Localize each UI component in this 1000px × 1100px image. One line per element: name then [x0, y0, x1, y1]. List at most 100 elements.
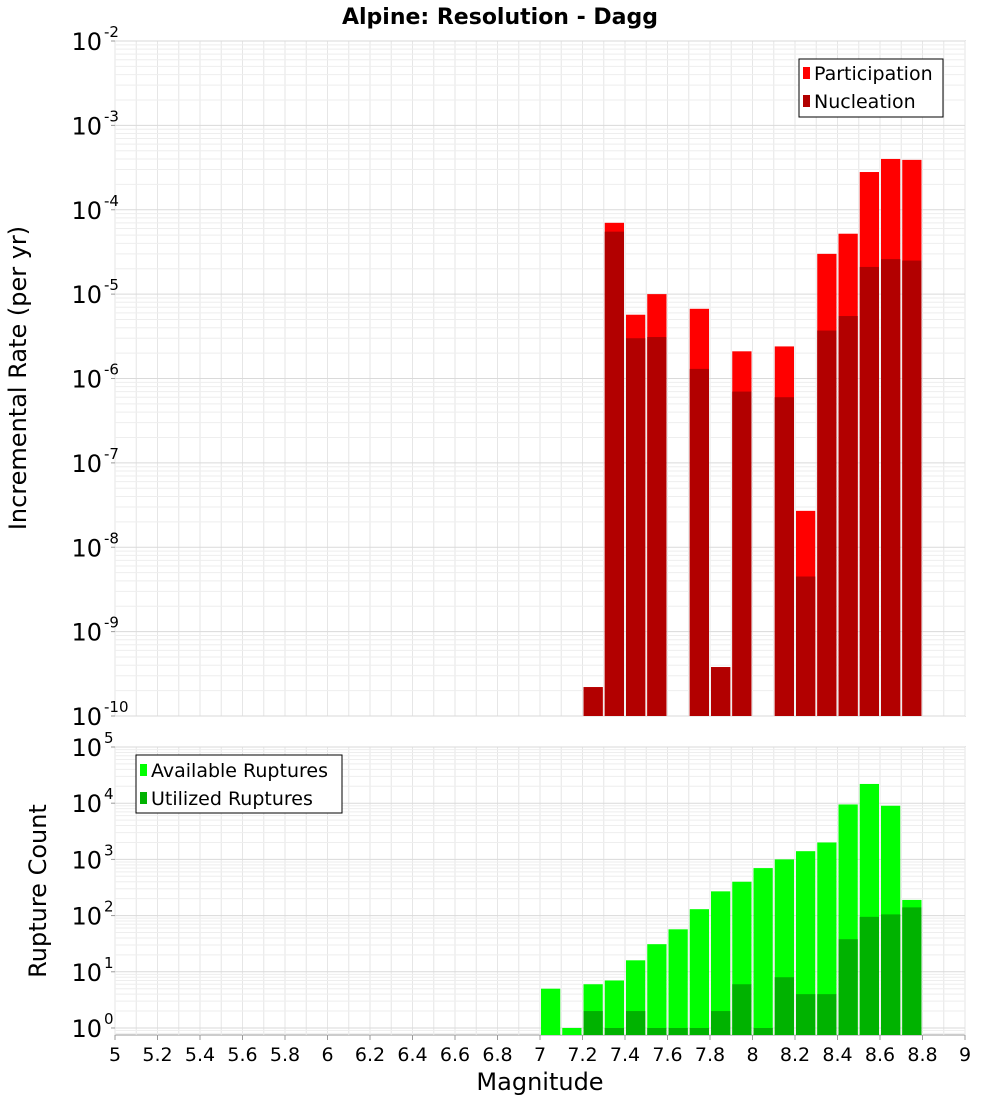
- rate-bar-nucleation: [626, 338, 646, 716]
- x-tick-label: 8.2: [780, 1044, 810, 1066]
- x-tick-label: 5.2: [142, 1044, 172, 1066]
- x-tick-label: 5.6: [227, 1044, 257, 1066]
- count-bar-utilized-ruptures: [689, 1027, 709, 1035]
- rate-bar-nucleation: [796, 576, 816, 716]
- count-y-tick-exponent: 5: [104, 729, 114, 747]
- count-bar-utilized-ruptures: [626, 1011, 646, 1035]
- x-tick-label: 8: [746, 1044, 758, 1066]
- legend-utilized-label: Utilized Ruptures: [151, 788, 313, 810]
- rate-y-tick-base: 10: [71, 534, 102, 562]
- legend-nucleation-swatch: [803, 95, 810, 107]
- count-y-tick-base: 10: [71, 734, 102, 762]
- rate-y-tick-base: 10: [71, 281, 102, 309]
- x-tick-label: 7.6: [652, 1044, 682, 1066]
- rate-y-tick-exponent: -5: [104, 276, 119, 294]
- rate-bar-nucleation: [774, 397, 794, 716]
- count-y-tick-exponent: 3: [104, 841, 114, 859]
- rate-grid: [114, 40, 966, 717]
- rate-y-tick-base: 10: [71, 619, 102, 647]
- count-bar-utilized-ruptures: [604, 1027, 624, 1035]
- count-bar-utilized-ruptures: [732, 984, 752, 1035]
- rate-y-axis-label: Incremental Rate (per yr): [4, 226, 32, 530]
- count-bar-utilized-ruptures: [859, 916, 879, 1035]
- count-bar-utilized-ruptures: [583, 1011, 603, 1035]
- count-y-tick-base: 10: [71, 790, 102, 818]
- count-bar-utilized-ruptures: [753, 1027, 773, 1035]
- rate-y-tick-exponent: -2: [104, 23, 119, 41]
- count-y-tick-exponent: 0: [104, 1010, 114, 1028]
- rate-bar-nucleation: [689, 368, 709, 716]
- rate-bars: [583, 158, 922, 717]
- x-tick-label: 9: [959, 1044, 971, 1066]
- rate-bar-nucleation: [647, 337, 667, 716]
- x-tick-label: 6.8: [482, 1044, 512, 1066]
- rate-y-tick-exponent: -7: [104, 445, 119, 463]
- rate-legend: Participation Nucleation: [798, 58, 944, 118]
- legend-utilized-swatch: [140, 792, 147, 804]
- count-bar-available-ruptures: [562, 1027, 582, 1035]
- rate-legend-box: [798, 58, 944, 118]
- rate-y-tick-base: 10: [71, 703, 102, 731]
- rate-y-tick-exponent: -8: [104, 529, 119, 547]
- count-bar-available-ruptures: [668, 929, 688, 1035]
- count-bar-utilized-ruptures: [881, 914, 901, 1035]
- x-tick-label: 6.2: [355, 1044, 385, 1066]
- count-bar-utilized-ruptures: [817, 994, 837, 1035]
- count-bar-available-ruptures: [689, 909, 709, 1035]
- legend-participation-label: Participation: [814, 63, 933, 85]
- rate-y-tick-exponent: -4: [104, 192, 119, 210]
- count-bar-available-ruptures: [817, 842, 837, 1035]
- count-bar-utilized-ruptures: [668, 1027, 688, 1035]
- rate-y-tick-exponent: -6: [104, 361, 119, 379]
- count-bar-utilized-ruptures: [774, 977, 794, 1035]
- count-bar-available-ruptures: [711, 891, 731, 1035]
- x-tick-label: 8.6: [865, 1044, 895, 1066]
- x-tick-label: 7.8: [695, 1044, 725, 1066]
- count-bar-available-ruptures: [753, 868, 773, 1035]
- x-tick-label: 7.2: [567, 1044, 597, 1066]
- count-legend: Available Ruptures Utilized Ruptures: [135, 754, 343, 814]
- x-tick-label: 6: [321, 1044, 333, 1066]
- count-y-tick-exponent: 2: [104, 898, 114, 916]
- chart-title: Alpine: Resolution - Dagg: [342, 5, 658, 30]
- rate-y-tick-exponent: -10: [104, 698, 129, 716]
- rate-bar-nucleation: [583, 687, 603, 716]
- count-y-tick-exponent: 1: [104, 954, 114, 972]
- x-tick-label: 5.8: [270, 1044, 300, 1066]
- rate-y-tick-base: 10: [71, 28, 102, 56]
- magnitude-x-ticks: 5 5.2 5.4 5.6 5.8 6 6.2 6.4 6.6 6.8 7 7.2 7.4 7.6 7.8 8…: [109, 1035, 971, 1066]
- rate-y-tick-base: 10: [71, 197, 102, 225]
- legend-available-label: Available Ruptures: [151, 760, 328, 782]
- count-bar-utilized-ruptures: [796, 994, 816, 1035]
- rate-bar-nucleation: [881, 259, 901, 716]
- x-tick-label: 5.4: [185, 1044, 215, 1066]
- rate-bar-nucleation: [838, 316, 858, 716]
- count-legend-box: [135, 754, 343, 814]
- rate-bar-nucleation: [604, 231, 624, 716]
- x-axis-label: Magnitude: [476, 1068, 603, 1096]
- count-bars: [541, 783, 922, 1035]
- x-tick-label: 6.4: [397, 1044, 427, 1066]
- x-tick-label: 5: [109, 1044, 121, 1066]
- x-tick-label: 8.8: [907, 1044, 937, 1066]
- x-tick-label: 7.4: [610, 1044, 640, 1066]
- rate-y-tick-base: 10: [71, 366, 102, 394]
- rate-bar-nucleation: [732, 391, 752, 716]
- count-bar-utilized-ruptures: [902, 907, 922, 1035]
- count-bar-available-ruptures: [541, 988, 561, 1035]
- rate-y-tick-base: 10: [71, 450, 102, 478]
- legend-participation-swatch: [803, 67, 810, 79]
- rate-bar-nucleation: [902, 260, 922, 716]
- x-tick-label: 7: [534, 1044, 546, 1066]
- count-y-tick-exponent: 4: [104, 785, 114, 803]
- count-y-tick-base: 10: [71, 846, 102, 874]
- count-bar-available-ruptures: [604, 980, 624, 1035]
- count-y-axis-label: Rupture Count: [24, 804, 52, 978]
- count-y-tick-base: 10: [71, 1015, 102, 1043]
- count-bar-utilized-ruptures: [838, 939, 858, 1035]
